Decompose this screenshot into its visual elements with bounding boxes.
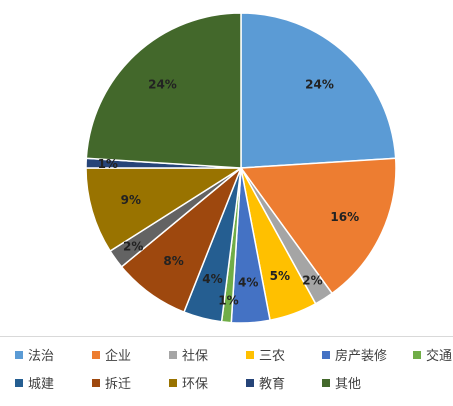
legend-label: 房产装修 xyxy=(335,349,388,364)
legend-item: 社保 xyxy=(169,345,208,364)
legend-divider xyxy=(0,336,453,337)
legend-swatch xyxy=(246,350,254,359)
pie-slice-label: 2% xyxy=(123,239,143,253)
legend-item: 拆迁 xyxy=(92,373,131,392)
pie-slice-label: 24% xyxy=(148,77,177,91)
pie-slice-label: 2% xyxy=(302,274,322,288)
legend-label: 法治 xyxy=(28,349,55,364)
legend-swatch xyxy=(92,378,100,387)
legend-label: 教育 xyxy=(259,377,286,392)
legend-swatch xyxy=(322,378,330,387)
legend-swatch xyxy=(413,350,421,359)
pie-slice-label: 4% xyxy=(238,275,258,289)
pie-slice-label: 5% xyxy=(270,269,290,283)
legend-item: 教育 xyxy=(246,373,285,392)
pie-slice-label: 16% xyxy=(330,210,359,224)
legend-swatch xyxy=(169,378,177,387)
legend-label: 城建 xyxy=(28,377,55,392)
legend-item: 法治 xyxy=(15,345,54,364)
legend-swatch xyxy=(15,378,23,387)
legend-item: 环保 xyxy=(169,373,208,392)
legend-item: 交通 xyxy=(413,345,452,364)
pie-slice-label: 9% xyxy=(121,193,141,207)
legend-item: 三农 xyxy=(246,345,285,364)
pie-slice-label: 24% xyxy=(305,77,334,91)
pie-slice-label: 4% xyxy=(202,272,222,286)
legend-item: 企业 xyxy=(92,345,131,364)
pie-slice xyxy=(85,12,242,169)
pie-slice-label: 1% xyxy=(98,157,118,171)
legend-item: 房产装修 xyxy=(322,345,387,364)
pie-chart: 24% 16% 2% 5% 4% 1% 4% 8% 2% 9% 1% 24% xyxy=(85,12,397,324)
legend-swatch xyxy=(92,350,100,359)
pie-chart-svg: 24%16%2%5%4%1%4%8%2%9%1%24% xyxy=(85,12,397,324)
legend-label: 企业 xyxy=(105,349,132,364)
pie-slice xyxy=(240,12,397,169)
legend-swatch xyxy=(322,350,330,359)
chart-legend: 法治 企业 社保 三农 房产装修 交通城建 拆迁 环保 教育 其他 xyxy=(0,337,453,406)
pie-slice xyxy=(85,167,244,253)
legend-item: 城建 xyxy=(15,373,54,392)
legend-label: 拆迁 xyxy=(105,377,132,392)
legend-swatch xyxy=(246,378,254,387)
legend-label: 社保 xyxy=(182,349,209,364)
legend-label: 三农 xyxy=(259,349,286,364)
pie-slice xyxy=(239,157,397,295)
pie-slice-label: 1% xyxy=(218,294,238,308)
legend-label: 交通 xyxy=(426,349,453,364)
legend-label: 其他 xyxy=(335,377,362,392)
legend-swatch xyxy=(15,350,23,359)
pie-slice-label: 8% xyxy=(163,254,183,268)
legend-item: 其他 xyxy=(322,373,361,392)
legend-swatch xyxy=(169,350,177,359)
legend-label: 环保 xyxy=(182,377,209,392)
